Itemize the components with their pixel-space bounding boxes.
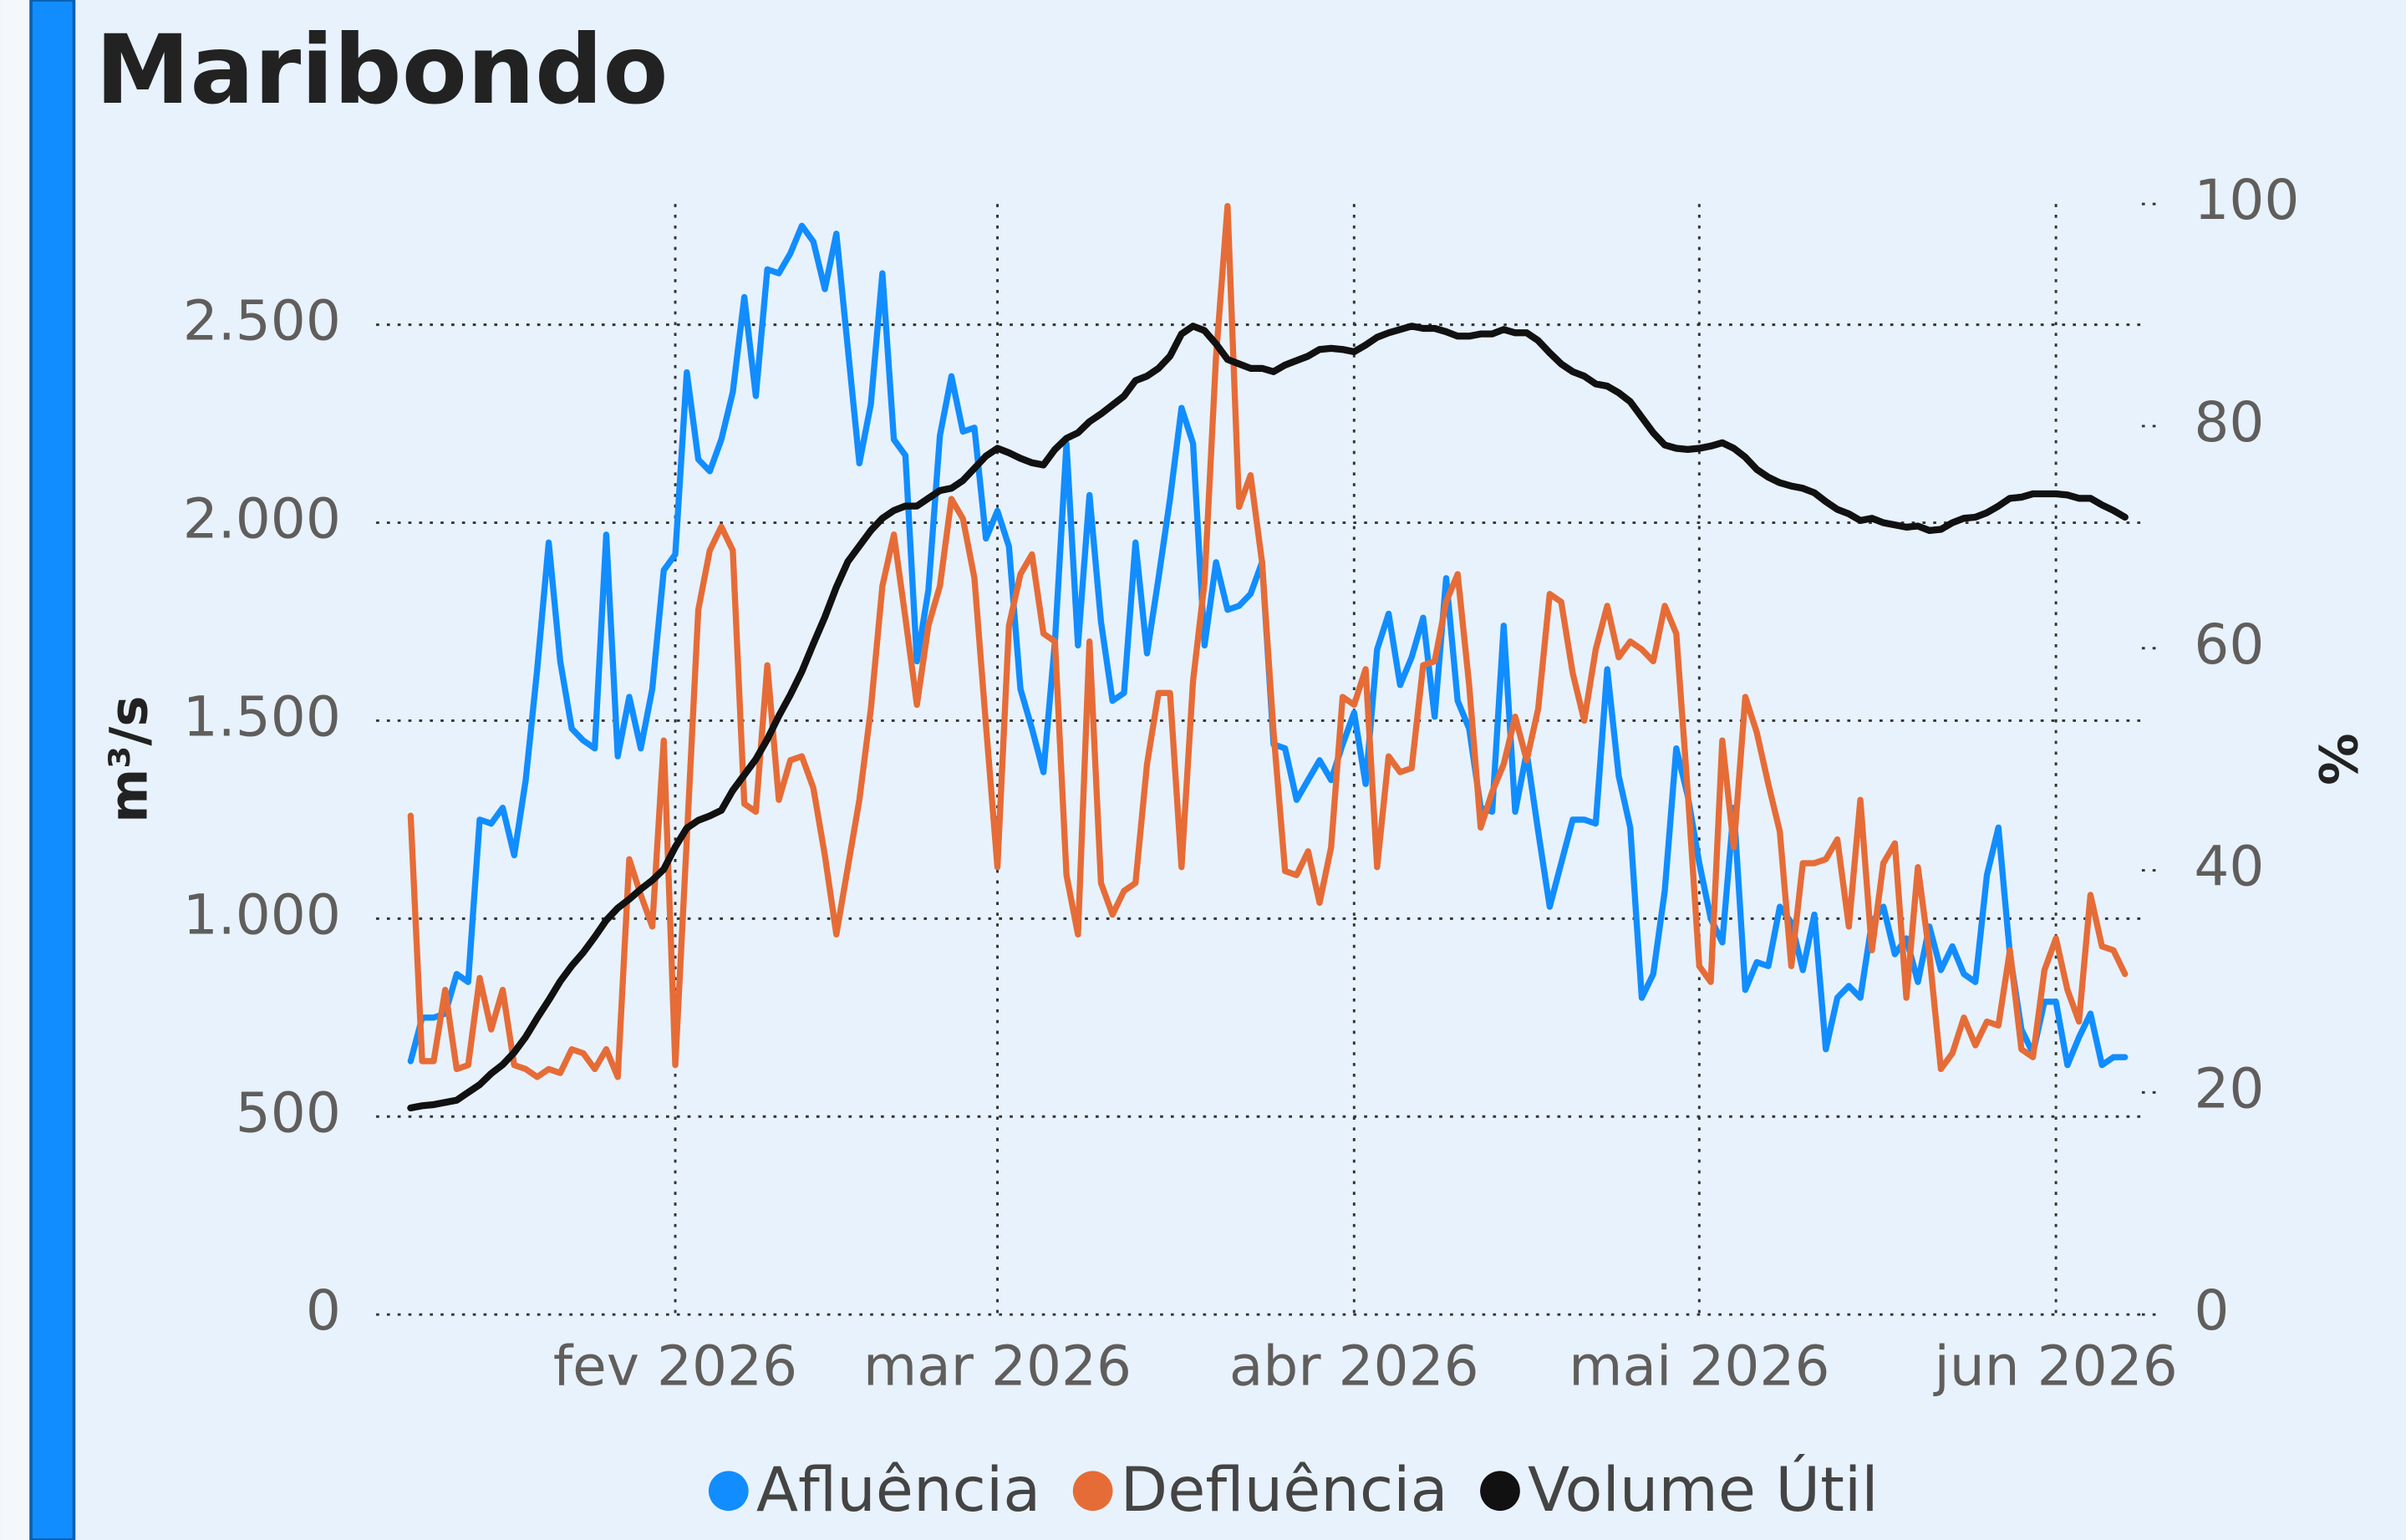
y2-tick-label: 20 bbox=[2194, 1056, 2264, 1121]
y-tick-label: 500 bbox=[236, 1080, 341, 1145]
y2-tick-label: 80 bbox=[2194, 390, 2264, 455]
legend-marker bbox=[1480, 1471, 1520, 1512]
legend-marker bbox=[1072, 1471, 1113, 1512]
y2-tick-label: 60 bbox=[2194, 612, 2264, 677]
legend-label: Afluência bbox=[756, 1455, 1040, 1526]
accent-bar bbox=[29, 0, 76, 1540]
y-tick-label: 2.000 bbox=[183, 487, 341, 551]
series-line bbox=[407, 202, 2129, 1080]
x-tick-label: jun 2026 bbox=[1932, 1334, 2177, 1398]
y2-tick-label: 100 bbox=[2194, 168, 2299, 232]
y-tick-label: 1.000 bbox=[183, 882, 341, 947]
margin-strip bbox=[0, 0, 32, 1540]
y2-axis-title: % bbox=[2308, 733, 2369, 785]
legend-label: Defluência bbox=[1121, 1455, 1448, 1526]
legend: Afluência Defluência Volume Útil bbox=[708, 1454, 1879, 1526]
legend-label: Volume Útil bbox=[1528, 1454, 1879, 1526]
y-tick-label: 1.500 bbox=[183, 685, 341, 750]
y-tick-label: 0 bbox=[306, 1278, 341, 1343]
x-tick-label: mar 2026 bbox=[863, 1334, 1132, 1398]
x-tick-label: fev 2026 bbox=[553, 1334, 797, 1398]
y-tick-label: 2.500 bbox=[183, 289, 341, 353]
legend-marker bbox=[708, 1471, 749, 1512]
y2-tick-label: 0 bbox=[2194, 1278, 2229, 1343]
x-tick-label: abr 2026 bbox=[1229, 1334, 1479, 1398]
series-line bbox=[407, 323, 2129, 1112]
x-tick-label: mai 2026 bbox=[1569, 1334, 1829, 1398]
chart-title: Maribondo bbox=[95, 14, 668, 125]
y-axis-title: m³/s bbox=[98, 695, 159, 822]
y2-tick-label: 40 bbox=[2194, 835, 2264, 899]
